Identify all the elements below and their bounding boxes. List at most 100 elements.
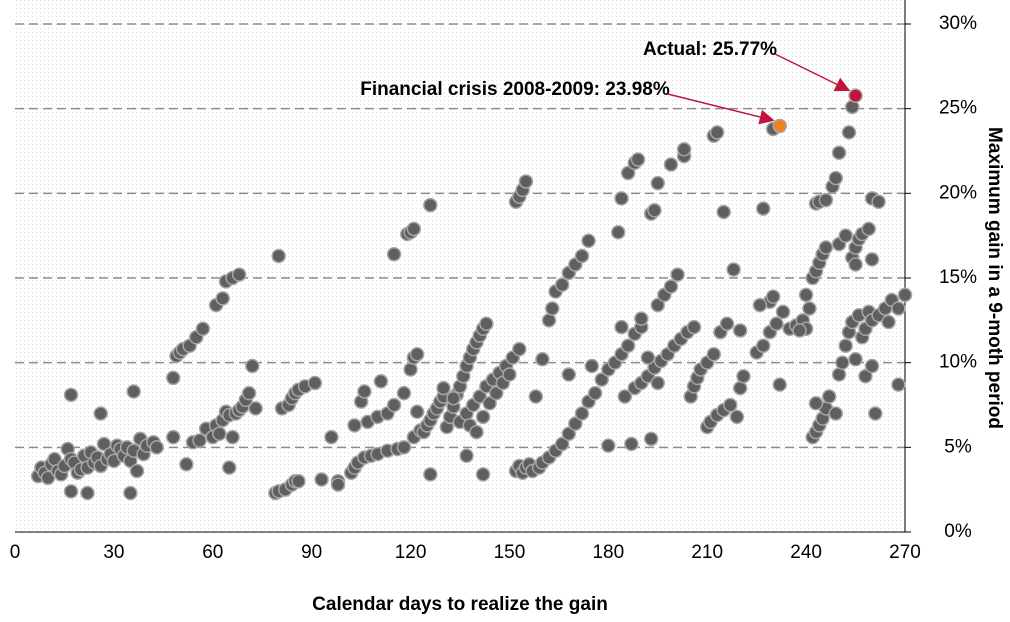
point	[63, 387, 79, 403]
point	[459, 448, 474, 464]
point	[756, 338, 771, 353]
point	[620, 338, 636, 353]
point	[215, 291, 230, 306]
point	[818, 192, 834, 208]
point	[723, 397, 738, 413]
point	[554, 436, 570, 452]
point	[821, 389, 837, 404]
point	[165, 370, 181, 386]
point	[482, 396, 497, 411]
point	[436, 380, 451, 396]
point	[634, 311, 649, 326]
point	[650, 375, 666, 391]
point	[614, 191, 629, 206]
point	[446, 390, 461, 406]
point	[528, 389, 544, 404]
point	[610, 225, 626, 240]
point	[291, 473, 306, 489]
point	[472, 389, 488, 404]
point	[241, 385, 257, 401]
point	[581, 233, 596, 248]
point	[561, 426, 577, 442]
y-tick-label: 25%	[939, 98, 977, 119]
point	[848, 352, 863, 367]
point	[835, 355, 850, 370]
point	[732, 323, 748, 338]
point	[545, 301, 560, 316]
x-tick-label: 270	[889, 542, 921, 563]
point	[808, 396, 824, 411]
point	[858, 368, 873, 384]
point	[624, 436, 639, 452]
x-tick-label: 60	[202, 542, 223, 563]
point	[647, 203, 662, 218]
point	[848, 257, 863, 272]
point	[868, 406, 883, 421]
point	[831, 367, 847, 382]
point	[574, 406, 590, 421]
point	[643, 431, 659, 447]
point	[423, 467, 438, 482]
point	[729, 409, 745, 425]
point	[314, 472, 329, 487]
point	[828, 170, 844, 186]
point	[518, 174, 534, 189]
point	[195, 321, 211, 337]
point	[769, 316, 784, 331]
point	[535, 352, 550, 367]
y-tick-label: 10%	[939, 352, 977, 373]
point	[864, 252, 880, 267]
annotation-arrow	[667, 93, 775, 125]
point	[630, 152, 646, 167]
point	[80, 485, 95, 501]
point	[828, 406, 844, 421]
point	[864, 358, 880, 374]
point	[149, 440, 164, 455]
point	[222, 460, 237, 475]
point	[225, 429, 240, 445]
point	[831, 145, 847, 160]
x-tick-label: 0	[10, 542, 21, 563]
point	[670, 267, 685, 282]
point	[587, 385, 603, 401]
point	[512, 341, 527, 357]
point	[756, 201, 771, 216]
point	[719, 316, 735, 331]
point	[123, 485, 138, 501]
point	[396, 385, 412, 401]
point	[40, 470, 56, 486]
point	[838, 228, 853, 243]
point	[897, 287, 913, 303]
point	[347, 418, 362, 433]
point	[594, 372, 609, 387]
point	[686, 319, 702, 335]
point	[129, 463, 145, 479]
point	[126, 384, 141, 399]
point	[732, 380, 748, 396]
point	[601, 438, 616, 453]
point	[330, 477, 346, 492]
x-tick-label: 240	[790, 542, 822, 563]
point	[706, 346, 722, 362]
point	[775, 304, 791, 320]
point	[554, 277, 570, 293]
point	[841, 125, 857, 140]
point	[475, 467, 491, 482]
point	[409, 346, 425, 362]
y-tick-label: 0%	[944, 521, 972, 542]
point	[386, 397, 402, 413]
point	[650, 175, 666, 191]
point	[650, 297, 666, 313]
point	[891, 377, 906, 392]
x-tick-label: 30	[103, 542, 124, 563]
point	[179, 457, 194, 472]
point	[357, 384, 372, 399]
point	[386, 247, 402, 262]
point	[574, 248, 590, 264]
point	[716, 204, 731, 220]
x-tick-label: 210	[691, 542, 723, 563]
point	[502, 367, 517, 382]
x-tick-label: 90	[301, 542, 322, 563]
point	[403, 362, 418, 377]
